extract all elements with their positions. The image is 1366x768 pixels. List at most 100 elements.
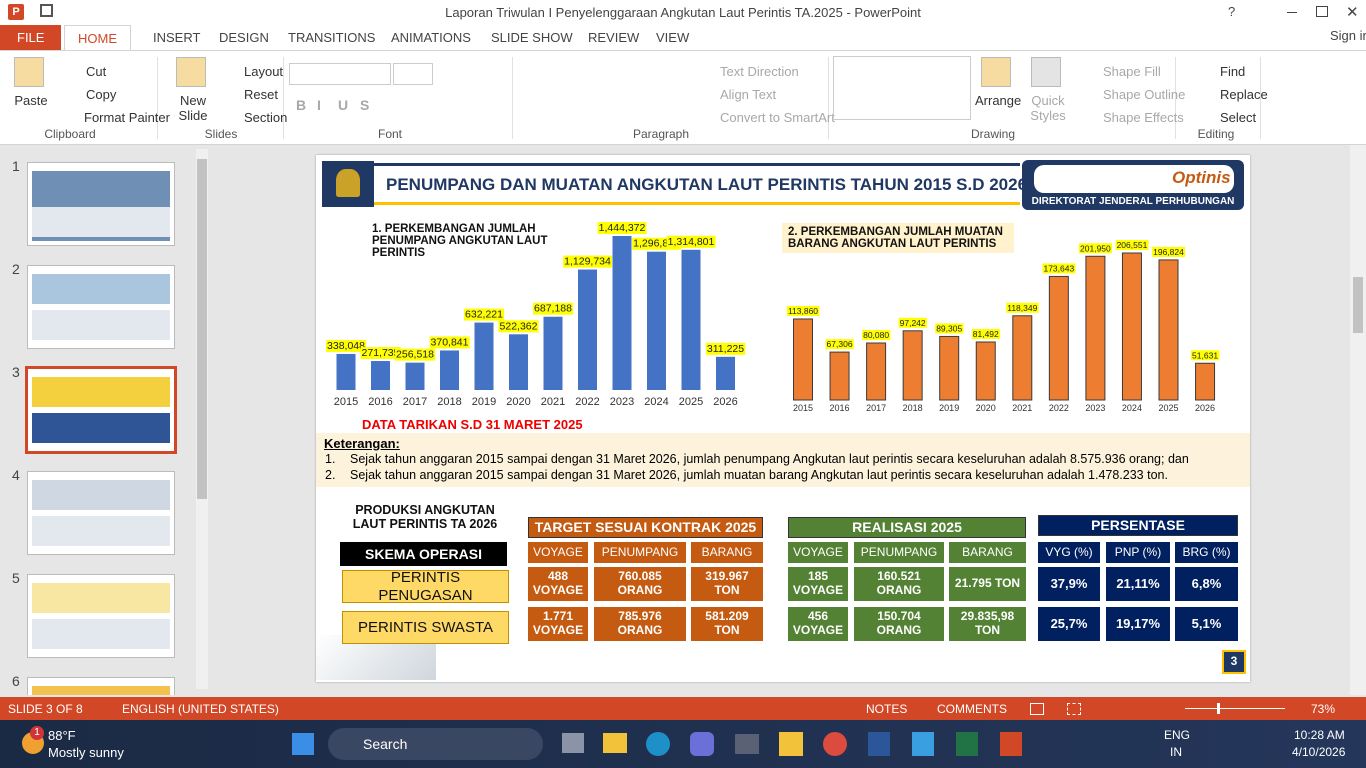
help-button[interactable]: ? xyxy=(1228,4,1236,19)
ribbon-button[interactable]: Select xyxy=(1220,110,1257,125)
chart-title: 1. PERKEMBANGAN JUMLAH PENUMPANG ANGKUTA… xyxy=(372,223,548,259)
input-language[interactable]: ENG xyxy=(1164,728,1191,742)
ribbon-button[interactable]: Copy xyxy=(86,87,117,102)
maximize-button[interactable] xyxy=(1316,6,1328,17)
sorter-view[interactable] xyxy=(1067,703,1081,715)
app-icon[interactable] xyxy=(690,732,714,756)
ribbon-tab[interactable]: ANIMATIONS xyxy=(391,30,471,45)
logo-caption: DIREKTORAT JENDERAL PERHUBUNGAN xyxy=(1031,196,1235,207)
save-icon[interactable] xyxy=(40,4,53,17)
slide-thumbnail[interactable] xyxy=(25,366,177,454)
ribbon-button[interactable]: Cut xyxy=(86,64,107,79)
ribbon-button[interactable]: Format Painter xyxy=(84,110,170,125)
scroll-thumb[interactable] xyxy=(197,159,207,499)
bar xyxy=(578,269,597,390)
close-button[interactable]: ✕ xyxy=(1346,4,1359,21)
bar xyxy=(1121,252,1142,401)
comments-button[interactable]: COMMENTS xyxy=(937,702,1007,716)
slide-thumbnail[interactable] xyxy=(27,162,175,246)
ribbon-button[interactable]: Convert to SmartArt xyxy=(720,110,835,125)
app-icon[interactable] xyxy=(735,734,759,754)
app-icon[interactable] xyxy=(823,732,847,756)
app-icon[interactable] xyxy=(646,732,670,756)
window-title: Laporan Triwulan I Penyelenggaraan Angku… xyxy=(445,5,921,20)
x-tick-label: 2022 xyxy=(575,396,599,408)
input-region[interactable]: IN xyxy=(1170,745,1182,759)
ribbon-button[interactable]: Find xyxy=(1220,64,1246,79)
ribbon-button[interactable]: Section xyxy=(244,110,288,125)
garuda-icon xyxy=(336,169,360,197)
charts: 338,048 2015 271,735 2016 256,518 2017 370,841… xyxy=(326,222,1220,413)
slide-thumbnail[interactable] xyxy=(27,265,175,349)
thumbnail-content xyxy=(32,619,170,649)
group-separator xyxy=(512,57,513,139)
clock-time[interactable]: 10:28 AM xyxy=(1294,728,1345,742)
start-button[interactable] xyxy=(292,733,314,755)
slide-info[interactable]: SLIDE 3 OF 8 xyxy=(8,702,83,716)
table-cell: 488 VOYAGE xyxy=(528,567,588,601)
value-label: 522,362 xyxy=(500,320,538,332)
value-label: 51,631 xyxy=(1192,350,1218,360)
ribbon-tab[interactable]: SLIDE SHOW xyxy=(491,30,573,45)
ribbon-button[interactable]: Layout xyxy=(244,64,284,79)
app-icon[interactable] xyxy=(603,733,627,753)
logo-panel: Optinis DIREKTORAT JENDERAL PERHUBUNGAN xyxy=(1022,160,1244,210)
table-cell: 160.521 ORANG xyxy=(854,567,944,601)
app-icon[interactable] xyxy=(912,732,934,756)
notes-heading: Keterangan: xyxy=(324,436,400,451)
ribbon-button[interactable]: S xyxy=(360,97,370,113)
app-icon[interactable] xyxy=(562,733,584,753)
ribbon-tab[interactable]: HOME xyxy=(64,25,131,50)
ribbon-button[interactable]: Shape Fill xyxy=(1103,64,1161,79)
app-icon[interactable] xyxy=(868,732,890,756)
ribbon-button[interactable]: U xyxy=(338,97,349,113)
ribbon-button[interactable]: Arrange xyxy=(975,93,1022,108)
normal-view[interactable] xyxy=(1030,703,1044,715)
ribbon-button[interactable]: Paste xyxy=(14,93,48,108)
ribbon-tab[interactable]: TRANSITIONS xyxy=(288,30,376,45)
ribbon-button[interactable]: Shape Effects xyxy=(1103,110,1184,125)
zoom-slider[interactable] xyxy=(1185,703,1285,714)
app-icon[interactable] xyxy=(779,732,803,756)
slide-thumbnail[interactable] xyxy=(27,677,175,695)
ribbon-tab[interactable]: INSERT xyxy=(153,30,201,45)
search-box[interactable]: Search xyxy=(328,728,543,760)
ribbon-button[interactable]: Shape Outline xyxy=(1103,87,1186,102)
ribbon-button[interactable]: Text Direction xyxy=(720,64,799,79)
bar xyxy=(371,361,390,390)
ribbon-tab[interactable]: FILE xyxy=(0,25,62,50)
ribbon-tab[interactable]: REVIEW xyxy=(588,30,640,45)
app-icon[interactable] xyxy=(1000,732,1022,756)
app-icon[interactable]: P xyxy=(8,4,24,20)
clock-date[interactable]: 4/10/2026 xyxy=(1292,745,1346,759)
slide-scrollbar[interactable] xyxy=(1350,145,1366,695)
ribbon-tab[interactable]: DESIGN xyxy=(219,30,269,45)
value-label: 67,306 xyxy=(827,339,853,349)
ribbon-tab[interactable]: VIEW xyxy=(656,30,690,45)
app-icon[interactable] xyxy=(956,732,978,756)
value-label: 338,048 xyxy=(327,340,365,352)
table-cell: 19,17% xyxy=(1106,607,1170,641)
notes-button[interactable]: NOTES xyxy=(866,702,908,716)
ribbon-button[interactable]: Quick Styles xyxy=(1030,93,1066,123)
sign-in[interactable]: Sign in xyxy=(1330,28,1366,43)
scroll-thumb[interactable] xyxy=(1353,277,1363,333)
ribbon-button[interactable]: Align Text xyxy=(720,87,777,102)
slide[interactable]: PENUMPANG DAN MUATAN ANGKUTAN LAUT PERIN… xyxy=(316,155,1250,682)
ribbon-button[interactable]: I xyxy=(317,97,321,113)
table-cell: 25,7% xyxy=(1038,607,1100,641)
thumbnail-number: 3 xyxy=(12,364,20,380)
zoom-level[interactable]: 73% xyxy=(1311,702,1336,716)
slide-thumbnail[interactable] xyxy=(27,574,175,658)
ribbon-button[interactable]: Reset xyxy=(244,87,278,102)
language[interactable]: ENGLISH (UNITED STATES) xyxy=(122,702,279,716)
ribbon-button[interactable]: Replace xyxy=(1220,87,1268,102)
weather-text[interactable]: Mostly sunny xyxy=(48,745,124,760)
zoom-thumb[interactable] xyxy=(1217,703,1220,714)
minimize-button[interactable] xyxy=(1287,12,1297,13)
slide-thumbnail[interactable] xyxy=(27,471,175,555)
panel-scrollbar[interactable] xyxy=(196,149,208,689)
ribbon-button[interactable]: New Slide xyxy=(178,93,208,123)
ribbon-button[interactable]: B xyxy=(296,97,307,113)
temperature[interactable]: 88°F xyxy=(48,728,76,743)
